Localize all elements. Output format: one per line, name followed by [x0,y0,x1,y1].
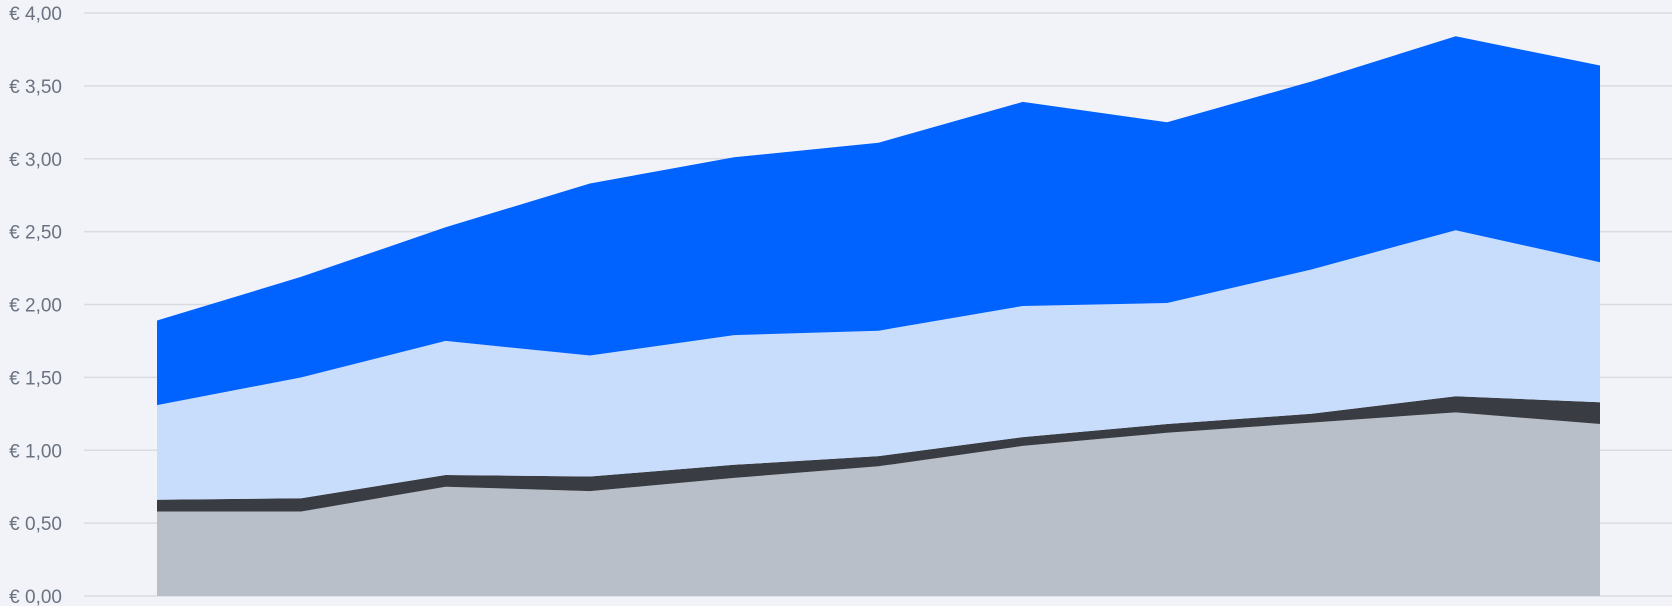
area-series-3 [157,230,1600,500]
y-tick-label: € 0,00 [9,587,62,606]
y-axis: € 0,00 € 0,50 € 1,00 € 1,50 € 2,00 € 2,50 € 3,… [9,4,62,606]
area-series-4 [157,36,1600,406]
area-layer [157,36,1600,596]
y-tick-label: € 2,00 [9,296,62,317]
area-series-2 [157,396,1600,512]
y-tick-label: € 1,50 [9,368,62,389]
y-tick-label: € 4,00 [9,4,62,25]
y-tick-label: € 3,00 [9,150,62,171]
y-tick-label: € 0,50 [9,514,62,535]
y-tick-label: € 3,50 [9,77,62,98]
y-tick-label: € 1,00 [9,441,62,462]
y-tick-label: € 2,50 [9,223,62,244]
area-series-1 [157,412,1600,596]
